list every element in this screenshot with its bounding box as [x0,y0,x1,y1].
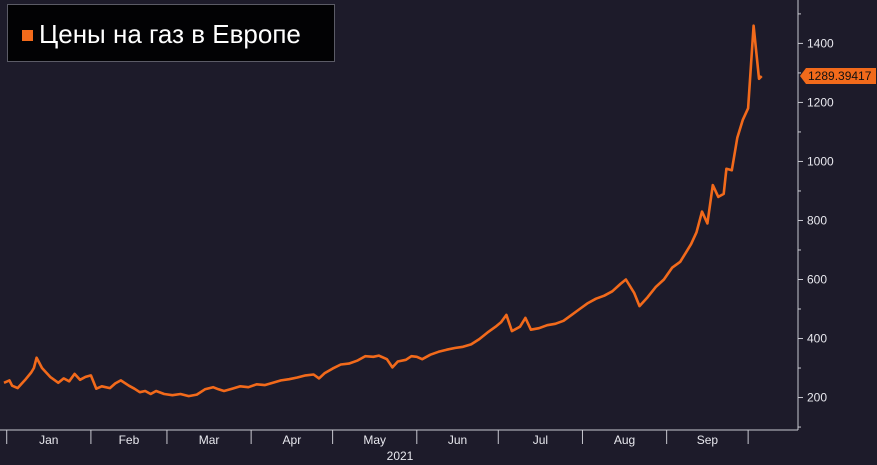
last-value-badge [800,68,876,85]
y-tick-label: 400 [807,332,827,346]
x-tick-label: Jan [39,433,58,447]
legend-label: Цены на газ в Европе [39,19,301,49]
x-tick-label: May [363,433,386,447]
y-tick-label: 200 [807,391,827,405]
last-value-marker: 1289.39417 [800,68,876,85]
x-tick-label: Feb [119,433,140,447]
legend-swatch [22,30,33,41]
y-axis: 200 400 600 800 1000 1200 1400 [797,0,834,430]
y-tick-label: 1200 [807,95,834,109]
y-tick-label: 1400 [807,36,834,50]
x-axis: Jan Feb Mar Apr May Jun Jul Aug Sep [0,429,798,447]
x-tick-label: Jul [533,433,548,447]
x-axis-year-label: 2021 [387,449,414,463]
series-line [3,24,763,398]
x-tick-label: Aug [614,433,635,447]
y-tick-label: 800 [807,213,827,227]
last-value-label: 1289.39417 [808,69,872,83]
x-tick-label: Jun [448,433,467,447]
legend: Цены на газ в Европе [7,4,335,62]
y-tick-label: 1000 [807,154,834,168]
x-tick-label: Sep [697,433,719,447]
x-tick-label: Mar [199,433,220,447]
x-tick-label: Apr [283,433,302,447]
y-tick-label: 600 [807,272,827,286]
plot-area [3,24,763,398]
